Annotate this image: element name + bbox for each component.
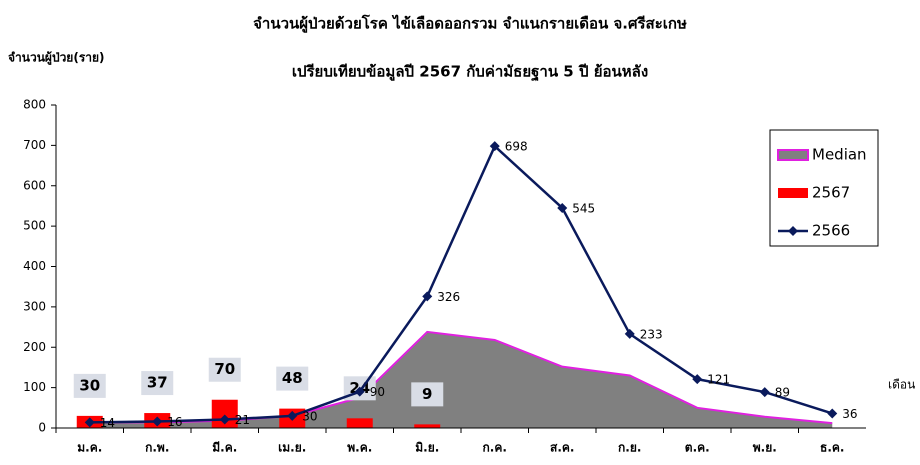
legend-label: 2566 bbox=[812, 222, 850, 240]
line-label: 545 bbox=[572, 201, 595, 215]
chart-subtitle: เปรียบเทียบข้อมูลปี 2567 กับค่ามัธยฐาน 5… bbox=[292, 63, 648, 82]
line-marker bbox=[489, 141, 500, 152]
line-label: 30 bbox=[302, 409, 317, 423]
y-tick-label: 500 bbox=[23, 219, 46, 233]
line-label: 121 bbox=[707, 373, 730, 387]
line-label: 326 bbox=[437, 290, 460, 304]
line-marker bbox=[557, 202, 568, 213]
line-label: 89 bbox=[775, 386, 790, 400]
line-label: 90 bbox=[370, 385, 385, 399]
y-tick-label: 800 bbox=[23, 98, 46, 112]
legend-swatch bbox=[777, 149, 809, 161]
x-tick-label: ก.พ. bbox=[145, 441, 169, 455]
median-area bbox=[89, 331, 833, 428]
y-tick-label: 100 bbox=[23, 380, 46, 394]
line-label: 698 bbox=[505, 140, 528, 154]
line-label: 16 bbox=[167, 415, 182, 429]
bar-label-box bbox=[411, 382, 444, 407]
x-tick-label: เม.ย. bbox=[278, 441, 306, 455]
bar-label: 37 bbox=[147, 374, 168, 392]
x-axis-label: เดือน bbox=[888, 378, 915, 392]
y-tick-label: 600 bbox=[23, 178, 46, 192]
y-tick-label: 400 bbox=[23, 259, 46, 273]
x-tick-label: มี.ค. bbox=[212, 441, 237, 455]
line-label: 21 bbox=[235, 413, 250, 427]
bar bbox=[414, 424, 441, 428]
x-tick-label: มิ.ย. bbox=[415, 441, 439, 455]
bar bbox=[346, 418, 373, 428]
line-label: 14 bbox=[100, 416, 115, 430]
bar-label-box bbox=[208, 357, 241, 382]
bar-label-box bbox=[276, 366, 309, 391]
x-tick-label: ม.ค. bbox=[77, 441, 102, 455]
y-tick-label: 300 bbox=[23, 299, 46, 313]
line-marker bbox=[354, 386, 365, 397]
bar-label-box bbox=[141, 371, 174, 396]
y-tick-label: 700 bbox=[23, 138, 46, 152]
bar-label: 48 bbox=[282, 369, 303, 387]
line-marker bbox=[152, 416, 163, 427]
line-marker bbox=[422, 291, 433, 302]
line-marker bbox=[287, 410, 298, 421]
x-tick-label: ก.ย. bbox=[618, 441, 641, 455]
bar-label: 70 bbox=[214, 360, 235, 378]
y-tick-label: 200 bbox=[23, 340, 46, 354]
x-tick-label: ธ.ค. bbox=[820, 441, 844, 455]
legend-swatch bbox=[778, 188, 808, 198]
line-label: 36 bbox=[842, 407, 857, 421]
x-tick-label: พ.ย. bbox=[753, 441, 777, 455]
bar-label: 30 bbox=[79, 376, 100, 394]
legend-marker bbox=[788, 226, 798, 236]
line-marker bbox=[219, 414, 230, 425]
y-axis-label: จำนวนผู้ป่วย(ราย) bbox=[8, 51, 105, 66]
bar-label-box bbox=[73, 373, 106, 398]
line-marker bbox=[624, 328, 635, 339]
legend-label: Median bbox=[812, 146, 867, 164]
x-tick-label: ก.ค. bbox=[483, 441, 507, 455]
line-2566 bbox=[89, 144, 833, 424]
y-tick-label: 0 bbox=[38, 421, 46, 435]
line-marker bbox=[84, 417, 95, 428]
legend-label: 2567 bbox=[812, 184, 850, 202]
line-marker bbox=[827, 408, 838, 419]
line-marker bbox=[759, 387, 770, 398]
bar-label: 9 bbox=[422, 385, 432, 403]
line-label: 233 bbox=[640, 327, 663, 341]
x-tick-label: ต.ค. bbox=[685, 441, 710, 455]
line-marker bbox=[692, 374, 703, 385]
x-tick-label: พ.ค. bbox=[347, 441, 372, 455]
x-tick-label: ส.ค. bbox=[550, 441, 574, 455]
chart-title: จำนวนผู้ป่วยด้วยโรค ไข้เลือดออกรวม จำแนก… bbox=[253, 14, 687, 34]
